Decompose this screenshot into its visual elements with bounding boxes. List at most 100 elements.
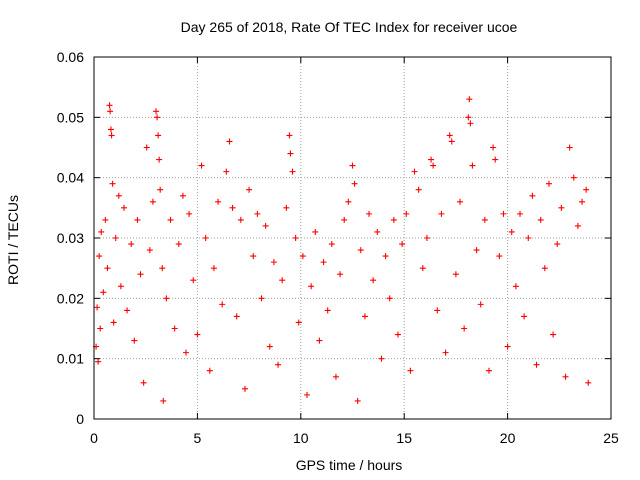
data-point	[529, 192, 536, 199]
data-point	[157, 186, 164, 193]
x-tick-label: 5	[194, 430, 202, 446]
data-point	[258, 295, 265, 302]
y-axis-label: ROTI / TECUs	[5, 195, 21, 285]
data-point	[254, 210, 261, 217]
data-point	[110, 319, 117, 326]
data-point	[115, 192, 122, 199]
data-point	[466, 96, 473, 103]
data-point	[411, 168, 418, 175]
data-point	[167, 216, 174, 223]
data-point	[585, 379, 592, 386]
data-point	[473, 247, 480, 254]
data-point	[295, 319, 302, 326]
data-point	[194, 331, 201, 338]
data-point	[215, 198, 222, 205]
data-point	[554, 241, 561, 248]
data-point	[566, 144, 573, 151]
data-point	[545, 180, 552, 187]
data-point	[492, 156, 499, 163]
data-point	[190, 277, 197, 284]
data-point	[541, 265, 548, 272]
data-point	[107, 126, 114, 133]
data-point	[155, 132, 162, 139]
data-point	[312, 228, 319, 235]
data-point	[332, 373, 339, 380]
data-point	[229, 204, 236, 211]
data-points	[93, 96, 592, 404]
data-point	[328, 241, 335, 248]
data-point	[442, 349, 449, 356]
data-point	[378, 355, 385, 362]
data-point	[490, 144, 497, 151]
data-point	[461, 325, 468, 332]
data-point	[349, 162, 356, 169]
data-point	[428, 156, 435, 163]
x-axis-label: GPS time / hours	[296, 457, 403, 473]
data-point	[275, 361, 282, 368]
data-point	[446, 132, 453, 139]
data-point	[521, 313, 528, 320]
data-point	[206, 367, 213, 374]
data-point	[496, 253, 503, 260]
data-point	[95, 358, 102, 365]
data-point	[250, 253, 257, 260]
data-point	[512, 283, 519, 290]
data-point	[117, 283, 124, 290]
data-point	[287, 150, 294, 157]
data-point	[128, 241, 135, 248]
data-point	[163, 295, 170, 302]
data-point	[96, 253, 103, 260]
data-point	[131, 337, 138, 344]
data-point	[386, 295, 393, 302]
data-point	[320, 259, 327, 266]
data-point	[361, 313, 368, 320]
data-point	[286, 132, 293, 139]
data-point	[107, 108, 114, 115]
y-tick-label: 0.04	[57, 170, 84, 186]
data-point	[266, 343, 273, 350]
data-point	[149, 198, 156, 205]
data-point	[403, 210, 410, 217]
data-point	[562, 373, 569, 380]
data-point	[357, 247, 364, 254]
data-point	[452, 271, 459, 278]
data-point	[351, 180, 358, 187]
axis-ticks	[93, 56, 612, 420]
data-point	[198, 162, 205, 169]
data-point	[146, 247, 153, 254]
data-point	[94, 304, 101, 311]
data-point	[308, 283, 315, 290]
data-point	[570, 174, 577, 181]
data-point	[98, 228, 105, 235]
data-point	[140, 379, 147, 386]
data-point	[299, 253, 306, 260]
data-point	[434, 307, 441, 314]
data-point	[160, 397, 167, 404]
data-point	[202, 235, 209, 241]
data-point	[558, 204, 565, 211]
y-tick-label: 0.01	[57, 351, 84, 367]
data-point	[537, 216, 544, 223]
data-point	[345, 198, 352, 205]
data-point	[102, 216, 109, 223]
data-point	[550, 331, 557, 338]
y-tick-label: 0.05	[57, 109, 84, 125]
data-point	[108, 132, 115, 139]
x-tick-label: 20	[500, 430, 516, 446]
data-point	[481, 216, 488, 223]
y-tick-label: 0.06	[57, 49, 84, 65]
x-tick-label: 25	[603, 430, 619, 446]
data-point	[112, 235, 119, 241]
data-point	[186, 210, 193, 217]
data-point	[219, 301, 226, 308]
data-point	[100, 289, 107, 296]
x-tick-labels: 0 5 10 15 20 25	[90, 430, 619, 446]
y-tick-label: 0	[76, 411, 84, 427]
x-tick-label: 10	[293, 430, 309, 446]
data-point	[156, 156, 163, 163]
data-point	[171, 325, 178, 332]
data-point	[262, 222, 269, 229]
data-point	[226, 138, 233, 145]
data-point	[159, 265, 166, 272]
